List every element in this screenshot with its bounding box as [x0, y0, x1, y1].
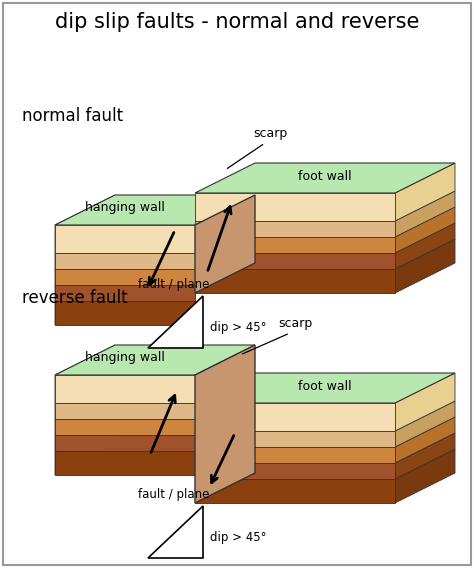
Text: hanging wall: hanging wall [85, 202, 165, 215]
Polygon shape [395, 207, 455, 253]
Text: foot wall: foot wall [298, 169, 352, 182]
Polygon shape [195, 163, 455, 193]
Polygon shape [55, 195, 255, 225]
Text: fault / plane: fault / plane [138, 488, 210, 501]
Polygon shape [195, 253, 395, 269]
Polygon shape [395, 433, 455, 479]
Text: reverse fault: reverse fault [22, 289, 128, 307]
Text: dip slip faults - normal and reverse: dip slip faults - normal and reverse [55, 12, 419, 32]
Polygon shape [148, 506, 203, 558]
Text: fault / plane: fault / plane [138, 278, 210, 291]
Text: dip > 45°: dip > 45° [210, 532, 266, 545]
Polygon shape [195, 237, 395, 253]
Polygon shape [55, 375, 195, 403]
Polygon shape [55, 345, 255, 375]
Polygon shape [395, 239, 455, 293]
Polygon shape [55, 269, 195, 285]
Polygon shape [55, 435, 195, 451]
Polygon shape [395, 417, 455, 463]
Text: normal fault: normal fault [22, 107, 123, 125]
Polygon shape [55, 403, 195, 419]
Polygon shape [55, 389, 115, 435]
Text: hanging wall: hanging wall [85, 352, 165, 365]
Polygon shape [55, 419, 195, 435]
Polygon shape [195, 403, 395, 431]
Polygon shape [395, 401, 455, 447]
Text: foot wall: foot wall [298, 379, 352, 392]
Polygon shape [55, 223, 115, 269]
Polygon shape [395, 373, 455, 431]
Polygon shape [195, 345, 255, 503]
Polygon shape [55, 225, 195, 253]
Polygon shape [395, 449, 455, 503]
Polygon shape [395, 163, 455, 221]
Polygon shape [195, 373, 455, 403]
Polygon shape [195, 221, 395, 237]
Polygon shape [195, 193, 395, 221]
Polygon shape [55, 253, 195, 269]
Polygon shape [55, 345, 115, 403]
Polygon shape [195, 479, 395, 503]
Text: dip > 45°: dip > 45° [210, 321, 266, 335]
Polygon shape [195, 269, 395, 293]
Polygon shape [55, 285, 195, 301]
Polygon shape [55, 239, 115, 285]
Polygon shape [195, 447, 395, 463]
Polygon shape [55, 255, 115, 301]
Polygon shape [55, 301, 195, 325]
Text: scarp: scarp [278, 317, 312, 330]
Polygon shape [195, 431, 395, 447]
Polygon shape [55, 195, 115, 253]
Polygon shape [55, 421, 115, 475]
Polygon shape [55, 373, 115, 419]
Polygon shape [195, 463, 395, 479]
Polygon shape [55, 405, 115, 451]
Polygon shape [55, 451, 195, 475]
Polygon shape [195, 195, 255, 293]
Text: scarp: scarp [253, 127, 287, 140]
Polygon shape [148, 296, 203, 348]
Polygon shape [55, 271, 115, 325]
Polygon shape [395, 191, 455, 237]
Polygon shape [395, 223, 455, 269]
